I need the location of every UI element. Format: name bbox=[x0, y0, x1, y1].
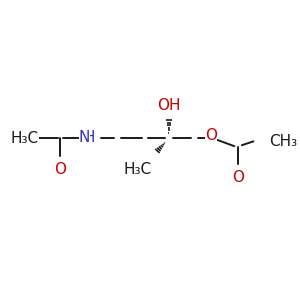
Text: OH: OH bbox=[157, 98, 181, 112]
Text: H₃C: H₃C bbox=[124, 161, 152, 176]
Text: O: O bbox=[205, 128, 217, 143]
Text: N: N bbox=[79, 130, 90, 145]
Text: O: O bbox=[232, 170, 244, 185]
Text: CH₃: CH₃ bbox=[269, 134, 297, 149]
Text: H: H bbox=[83, 130, 95, 145]
Text: H₃C: H₃C bbox=[11, 131, 39, 146]
Text: O: O bbox=[55, 161, 67, 176]
